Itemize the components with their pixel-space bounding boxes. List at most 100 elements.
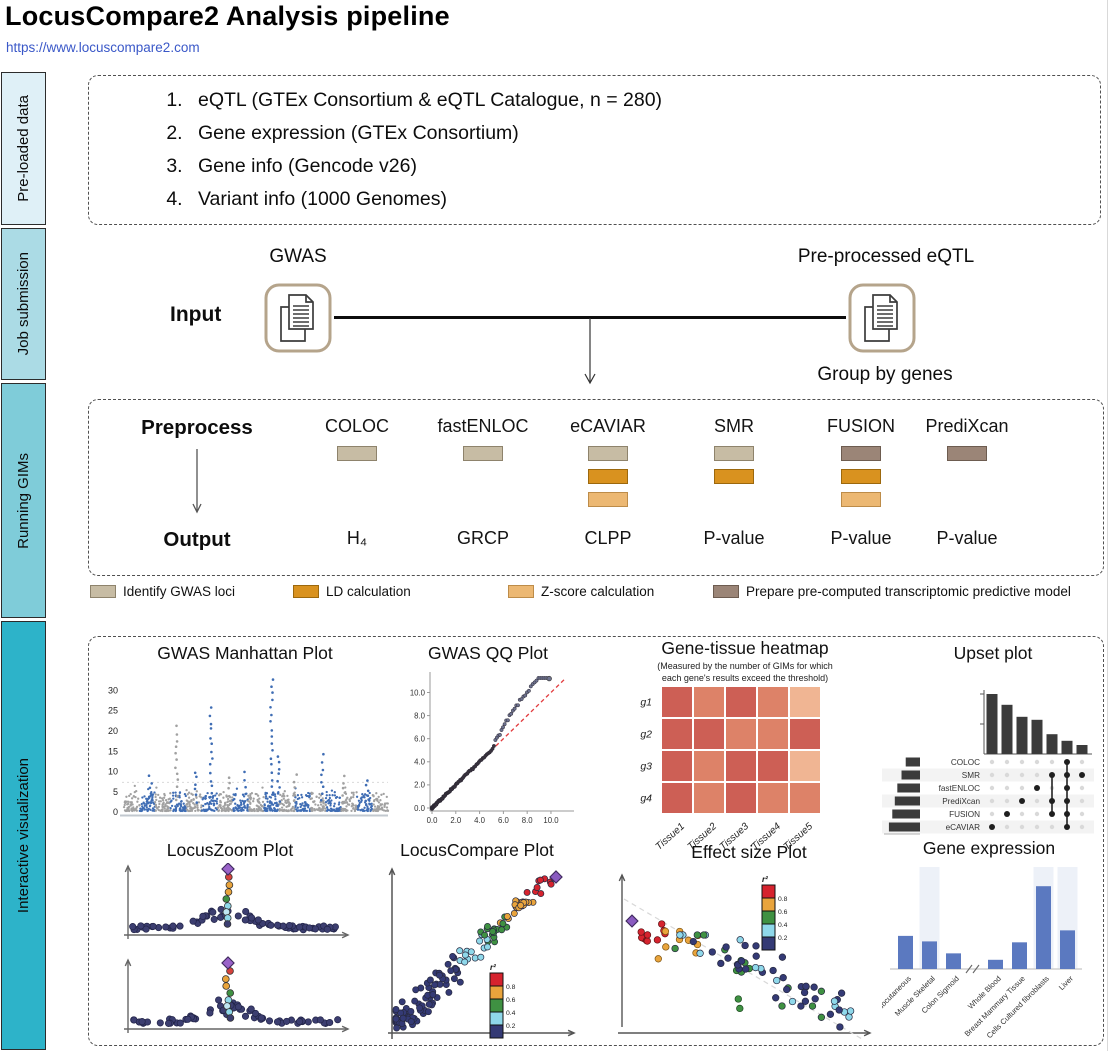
legend-item-ld: LD calculation (293, 584, 411, 599)
svg-text:30: 30 (108, 685, 118, 695)
legend-swatch (508, 585, 534, 598)
locuszoom-panel (124, 863, 350, 939)
legend-label: Z-score calculation (541, 584, 655, 599)
svg-text:8.0: 8.0 (414, 711, 426, 720)
chart-upset: Upset plot COLOC SMR fastENLOC PrediXcan FUSI… (880, 643, 1106, 838)
svg-text:20: 20 (108, 726, 118, 736)
svg-text:fastENLOC: fastENLOC (939, 784, 980, 793)
chart-title: LocusZoom Plot (166, 840, 294, 860)
preloaded-data-list: eQTL (GTEx Consortium & eQTL Catalogue, … (162, 89, 662, 221)
step-bar-model (947, 446, 987, 461)
svg-text:0.0: 0.0 (427, 816, 439, 825)
output-label: Output (163, 528, 231, 551)
step-bar-loci (463, 446, 503, 461)
svg-text:0.8: 0.8 (778, 896, 788, 903)
step-bar-loci (714, 446, 754, 461)
step-bar-ld (588, 469, 628, 484)
sidebar-label: Job submission (15, 252, 32, 356)
sidebar-label: Running GIMs (15, 452, 32, 549)
step-bar-loci (337, 446, 377, 461)
chart-effectsize: Effect size Plot r² 0.8 0.6 0.4 0.2 (610, 842, 888, 1047)
svg-text:Liver: Liver (1057, 974, 1075, 992)
svg-text:g2: g2 (640, 729, 652, 741)
input-connector-line (334, 316, 846, 319)
svg-text:COLOC: COLOC (951, 758, 980, 767)
chart-subtitle: (Measured by the number of GIMs for whic… (657, 661, 833, 683)
gim-step-bars (282, 446, 432, 461)
step-bar-zscore (841, 492, 881, 507)
gim-column-SMR: SMR P-value (659, 416, 809, 556)
chart-title: Upset plot (953, 643, 1033, 663)
svg-text:0.4: 0.4 (778, 922, 788, 929)
list-item: Variant info (1000 Genomes) (188, 188, 662, 211)
svg-text:8.0: 8.0 (522, 816, 534, 825)
svg-text:10: 10 (108, 767, 118, 777)
gim-column-PrediXcan: PrediXcan P-value (892, 416, 1042, 556)
r2-legend: r² 0.8 0.6 0.4 0.2 (761, 875, 788, 951)
gim-output: P-value (830, 528, 892, 548)
gim-name: fastENLOC (437, 416, 529, 436)
step-bar-ld (714, 469, 754, 484)
svg-text:6.0: 6.0 (414, 734, 426, 743)
sidebar-item-preloaded-data: Pre-loaded data (1, 72, 46, 225)
svg-text:2.0: 2.0 (450, 816, 462, 825)
preprocessed-eqtl-label: Pre-processed eQTL (797, 246, 975, 267)
gim-output: H₄ (346, 528, 368, 548)
svg-text:0.6: 0.6 (506, 997, 516, 1004)
group-by-genes-label: Group by genes (817, 364, 953, 385)
step-bar-ld (841, 469, 881, 484)
list-item: eQTL (GTEx Consortium & eQTL Catalogue, … (188, 89, 662, 112)
sidebar-item-running-gims: Running GIMs (1, 383, 46, 618)
svg-text:4.0: 4.0 (414, 758, 426, 767)
svg-text:6.0: 6.0 (498, 816, 510, 825)
site-url-link[interactable]: https://www.locuscompare2.com (6, 40, 200, 55)
list-item: Gene expression (GTEx Consortium) (188, 122, 662, 145)
gim-step-bars (786, 446, 936, 507)
svg-text:0.4: 0.4 (506, 1010, 516, 1017)
svg-text:r²: r² (762, 875, 768, 884)
gim-column-fastENLOC: fastENLOC GRCP (408, 416, 558, 556)
svg-text:SMR: SMR (962, 771, 980, 780)
svg-text:PrediXcan: PrediXcan (942, 797, 980, 806)
upset-plot: COLOC SMR fastENLOC PrediXcan FUSION eCAVIAR (882, 690, 1094, 835)
gim-step-bars (892, 446, 1042, 461)
chart-manhattan: GWAS Manhattan Plot 0 5 10 15 20 25 30 (94, 643, 396, 834)
locuscompare-points (388, 867, 576, 1039)
sidebar-item-job-submission: Job submission (1, 228, 46, 380)
svg-text:15: 15 (108, 746, 118, 756)
legend-item-model: Prepare pre-computed transcriptomic pred… (713, 584, 1071, 599)
gim-column-eCAVIAR: eCAVIAR CLPP (533, 416, 683, 556)
chart-heatmap: Gene-tissue heatmap (Measured by the numb… (616, 638, 874, 853)
chart-title: Gene-tissue heatmap (661, 638, 829, 658)
qq-points (430, 675, 552, 811)
sidebar-item-interactive-visualization: Interactive visualization (1, 621, 46, 1050)
svg-text:10.0: 10.0 (410, 688, 426, 697)
chart-title: LocusCompare Plot (400, 840, 554, 860)
sidebar-label: Pre-loaded data (15, 95, 32, 202)
gim-step-bars (533, 446, 683, 507)
gwas-label: GWAS (269, 246, 327, 267)
svg-text:0.0: 0.0 (414, 804, 426, 813)
page-title: LocusCompare2 Analysis pipeline (5, 1, 450, 31)
svg-text:25: 25 (108, 706, 118, 716)
locuszoom-panel (124, 956, 350, 1033)
down-arrow-icon (584, 318, 596, 385)
gim-step-bars (659, 446, 809, 484)
chart-title: Gene expression (922, 838, 1056, 858)
gim-output: CLPP (584, 528, 632, 548)
chart-genexpr: Gene expression Adipose SubcutaneousMuscl… (882, 838, 1096, 1047)
gim-name: SMR (714, 416, 754, 436)
chart-title: Effect size Plot (691, 842, 807, 862)
step-bar-zscore (588, 492, 628, 507)
preprocess-label: Preprocess (141, 416, 253, 439)
legend-item-zscore: Z-score calculation (508, 584, 654, 599)
gim-step-bars (408, 446, 558, 461)
effectsize-plot: r² 0.8 0.6 0.4 0.2 (618, 873, 872, 1040)
svg-text:0.2: 0.2 (506, 1023, 516, 1030)
interactive-visualization-box (88, 636, 1104, 1046)
running-gims-box (88, 399, 1104, 576)
gim-name: FUSION (826, 416, 895, 436)
legend-label: Identify GWAS loci (123, 584, 236, 599)
svg-text:eCAVIAR: eCAVIAR (946, 823, 981, 832)
